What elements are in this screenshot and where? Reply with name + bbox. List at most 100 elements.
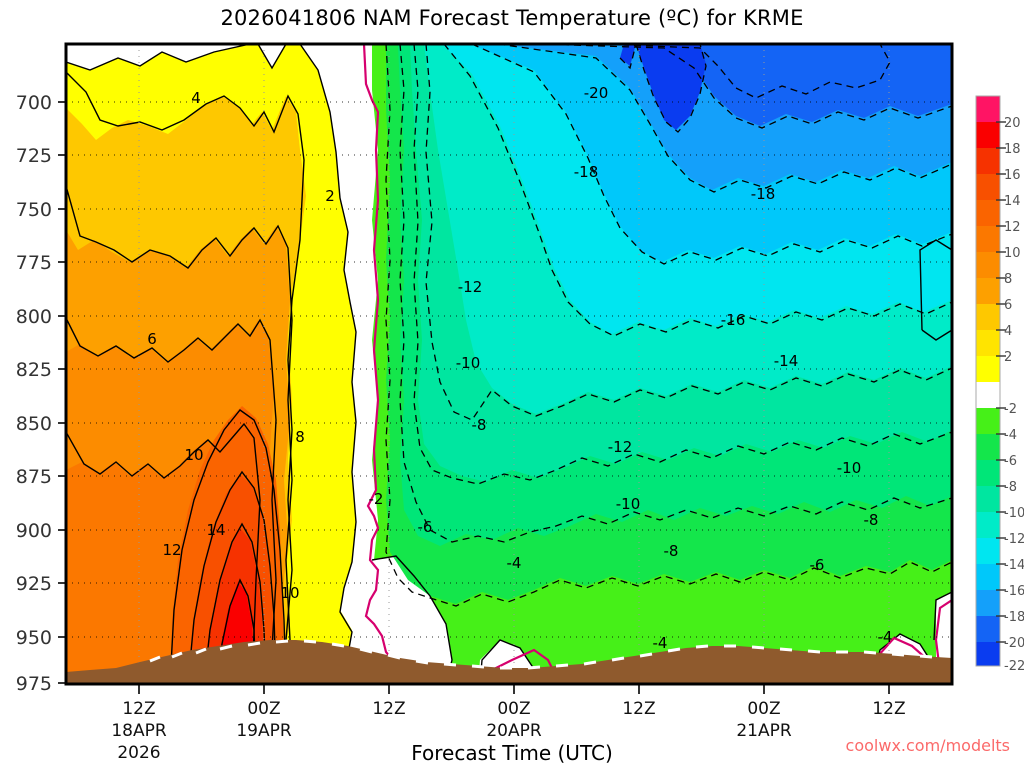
colorbar-band <box>976 278 1000 304</box>
colorbar-band <box>976 642 1000 666</box>
contour-label: -10 <box>616 495 641 513</box>
contour-label: 10 <box>280 584 299 602</box>
x-tick-date: 18APR <box>111 721 167 741</box>
colorbar-band <box>976 460 1000 486</box>
colorbar-band <box>976 200 1000 226</box>
y-tick-label: 875 <box>16 466 52 488</box>
contour-label: -8 <box>472 416 487 434</box>
contour-label: 10 <box>184 446 203 464</box>
x-axis-label: Forecast Time (UTC) <box>411 741 613 765</box>
colorbar-band <box>976 512 1000 538</box>
colorbar-tick-label: 4 <box>1004 324 1012 339</box>
x-tick-time: 12Z <box>122 699 155 719</box>
colorbar-tick-label: 6 <box>1004 298 1012 313</box>
filled-contours <box>66 44 952 684</box>
x-tick-time: 12Z <box>872 699 905 719</box>
y-tick-label: 925 <box>16 573 52 595</box>
contour-label: 4 <box>191 89 201 107</box>
colorbar-tick-label: 20 <box>1004 116 1021 131</box>
contour-label: -18 <box>574 163 599 181</box>
y-tick-label: 725 <box>16 145 52 167</box>
colorbar-tick-label: -20 <box>1004 636 1024 651</box>
colorbar-tick-label: -4 <box>1004 428 1017 443</box>
colorbar-band <box>976 616 1000 642</box>
colorbar-band <box>976 538 1000 564</box>
x-tick-time: 00Z <box>497 699 530 719</box>
contour-label: -6 <box>418 518 433 536</box>
plot-frame <box>64 42 954 686</box>
colorbar-tick-label: -2 <box>1004 402 1017 417</box>
contour-label: -10 <box>456 354 481 372</box>
contour-lines-positive <box>66 44 952 684</box>
contour-label: -8 <box>664 542 679 560</box>
contour-label: 8 <box>295 428 305 446</box>
contour-label: 2 <box>325 187 335 205</box>
y-tick-label: 950 <box>16 627 52 649</box>
contour-label: -12 <box>458 278 483 296</box>
x-tick-date: 20APR <box>486 721 542 741</box>
contour-label: -4 <box>507 554 522 572</box>
colorbar-tick-label: 8 <box>1004 272 1012 287</box>
contour-lines-negative <box>385 44 952 607</box>
contour-label: 14 <box>206 521 225 539</box>
y-tick-label: 800 <box>16 306 52 328</box>
colorbar-band <box>976 330 1000 356</box>
colorbar-band <box>976 486 1000 512</box>
contour-label: -4 <box>653 634 668 652</box>
contour-label: -12 <box>608 438 633 456</box>
y-tick-label: 900 <box>16 520 52 542</box>
contour-label: -4 <box>878 628 893 646</box>
y-tick-label: 825 <box>16 359 52 381</box>
colorbar-band <box>976 590 1000 616</box>
y-tick-label: 775 <box>16 252 52 274</box>
y-axis: 700 725 750 775 800 825 850 875 900 925 … <box>16 92 66 695</box>
contour-label: -16 <box>721 311 746 329</box>
colorbar-band <box>976 252 1000 278</box>
colorbar-tick-label: 10 <box>1004 246 1021 261</box>
contour-label-group: 4 2 6 8 10 10 12 14 -2 -20 -18 -18 -12 -… <box>147 84 892 652</box>
colorbar-tick-label: 12 <box>1004 220 1021 235</box>
contour-label: -2 <box>369 490 384 508</box>
x-tick-time: 00Z <box>747 699 780 719</box>
colorbar-band <box>976 356 1000 382</box>
y-tick-label: 975 <box>16 673 52 695</box>
x-tick-time: 00Z <box>247 699 280 719</box>
colorbar-tick-label: -10 <box>1004 506 1024 521</box>
colorbar-tick-label: -18 <box>1004 610 1024 625</box>
colorbar-ticks <box>996 121 1006 643</box>
colorbar-labels: 20 18 16 14 12 10 8 6 4 2 -2 -4 -6 -8 -1… <box>1004 116 1024 674</box>
colorbar-tick-label: 18 <box>1004 142 1021 157</box>
colorbar-tick-label: -22 <box>1004 659 1024 674</box>
title-text: 2026041806 NAM Forecast Temperature (ºC)… <box>220 6 804 30</box>
x-tick-date: 19APR <box>236 721 292 741</box>
contour-label: 12 <box>162 541 181 559</box>
contour-label: -6 <box>810 556 825 574</box>
colorbar-frame <box>975 95 1001 667</box>
colorbar-tick-label: 2 <box>1004 350 1012 365</box>
colorbar-tick-label: -12 <box>1004 532 1024 547</box>
y-tick-label: 700 <box>16 92 52 114</box>
contour-label: -20 <box>584 84 609 102</box>
contour-label: -8 <box>864 511 879 529</box>
colorbar-band <box>976 122 1000 148</box>
colorbar-tick-label: -14 <box>1004 558 1024 573</box>
x-tick-date: 21APR <box>736 721 792 741</box>
contour-label: -18 <box>751 185 776 203</box>
colorbar-band <box>976 148 1000 174</box>
colorbar-tick-label: 14 <box>1004 194 1021 209</box>
site-watermark: coolwx.com/modelts <box>845 736 1010 755</box>
colorbar-tick-label: 16 <box>1004 168 1021 183</box>
colorbar-band <box>976 408 1000 434</box>
colorbar-band <box>976 174 1000 200</box>
x-axis: 12Z 00Z 12Z 00Z 12Z 00Z 12Z 18APR 19APR … <box>111 684 906 765</box>
colorbar-tick-label: -16 <box>1004 584 1024 599</box>
colorbar-tick-label: -8 <box>1004 480 1017 495</box>
colorbar[interactable]: 20 18 16 14 12 10 8 6 4 2 -2 -4 -6 -8 -1… <box>975 95 1024 674</box>
terrain-fill <box>66 639 952 684</box>
contour-label: -14 <box>774 352 799 370</box>
colorbar-band <box>976 96 1000 122</box>
colorbar-band <box>976 434 1000 460</box>
x-tick-time: 12Z <box>622 699 655 719</box>
